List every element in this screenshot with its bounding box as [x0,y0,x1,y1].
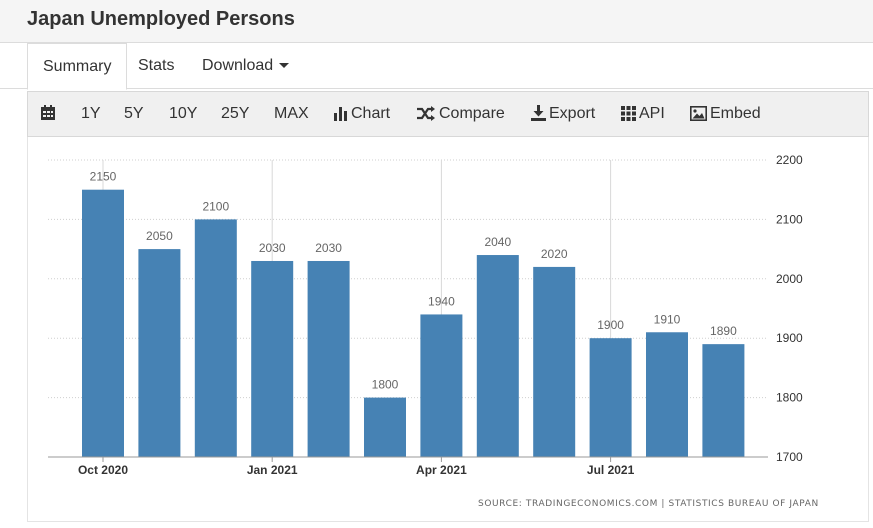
data-label: 1900 [597,318,624,332]
bar [138,249,181,457]
download-icon [531,105,546,121]
chart-type-button[interactable]: Chart [333,92,390,136]
image-icon [690,106,707,121]
y-tick-label: 2200 [776,153,803,167]
embed-label: Embed [710,105,761,122]
chart-toolbar: 1Y 5Y 10Y 25Y MAX Chart Compare Export A… [27,91,869,137]
data-label: 2030 [315,241,342,255]
chart-label: Chart [351,105,391,122]
data-labels: 2150 2050 2100 2030 2030 1800 1940 2040 2020 1900… [90,170,737,392]
bars [82,189,745,457]
shuffle-icon [417,106,435,121]
source-note: SOURCE: TRADINGECONOMICS.COM | STATISTIC… [478,499,819,509]
data-label: 1890 [710,324,737,338]
y-tick-label: 1700 [776,450,803,464]
page-title: Japan Unemployed Persons [27,8,295,30]
range-25y-button[interactable]: 25Y [221,105,250,122]
range-1y-button[interactable]: 1Y [81,105,101,122]
data-label: 1800 [372,378,399,392]
data-label: 2040 [484,235,511,249]
y-tick-label: 2100 [776,212,803,226]
tab-stats[interactable]: Stats [138,57,175,74]
bar-chart-icon [334,107,347,121]
compare-button[interactable]: Compare [416,92,505,136]
bar [194,219,237,457]
bar [476,255,519,457]
data-label: 2020 [541,247,568,261]
data-label: 2030 [259,241,286,255]
tab-bar: Summary Stats Download [0,43,873,90]
bar [533,266,576,457]
title-bar: Japan Unemployed Persons [0,0,873,43]
tab-download-label: Download [202,57,274,74]
range-5y-button[interactable]: 5Y [124,105,144,122]
tab-summary[interactable]: Summary [27,43,128,90]
bar [364,397,406,457]
y-tick-label: 2000 [776,272,803,286]
api-button[interactable]: API [621,92,665,136]
data-label: 2100 [202,199,229,213]
caret-down-icon [279,63,290,69]
compare-label: Compare [439,105,505,122]
data-label: 2050 [146,229,173,243]
y-tick-label: 1800 [776,391,803,405]
bar [82,189,124,457]
bar [420,314,463,457]
calendar-icon [41,105,55,120]
bar [251,260,294,457]
x-tick-label: Jul 2021 [587,463,635,477]
export-button[interactable]: Export [531,92,595,136]
grid-icon [621,106,636,121]
bar [589,338,632,457]
bar [307,260,350,457]
embed-button[interactable]: Embed [690,92,761,136]
data-label: 1910 [654,312,681,326]
bar [702,344,745,457]
range-max-button[interactable]: MAX [274,105,309,122]
data-label: 1940 [428,294,455,308]
export-label: Export [549,105,596,122]
api-label: API [639,105,665,122]
range-10y-button[interactable]: 10Y [169,105,198,122]
calendar-button[interactable] [40,92,59,136]
axes: 1700 1800 1900 2000 2100 2200 Oct 2020 Jan 2021… [48,153,803,477]
x-tick-label: Jan 2021 [247,463,298,477]
data-label: 2150 [90,170,117,184]
bar [646,332,688,457]
tab-download[interactable]: Download [202,43,290,89]
x-tick-label: Oct 2020 [78,463,128,477]
y-tick-label: 1900 [776,331,803,345]
chart-container [27,137,869,522]
x-tick-label: Apr 2021 [416,463,467,477]
